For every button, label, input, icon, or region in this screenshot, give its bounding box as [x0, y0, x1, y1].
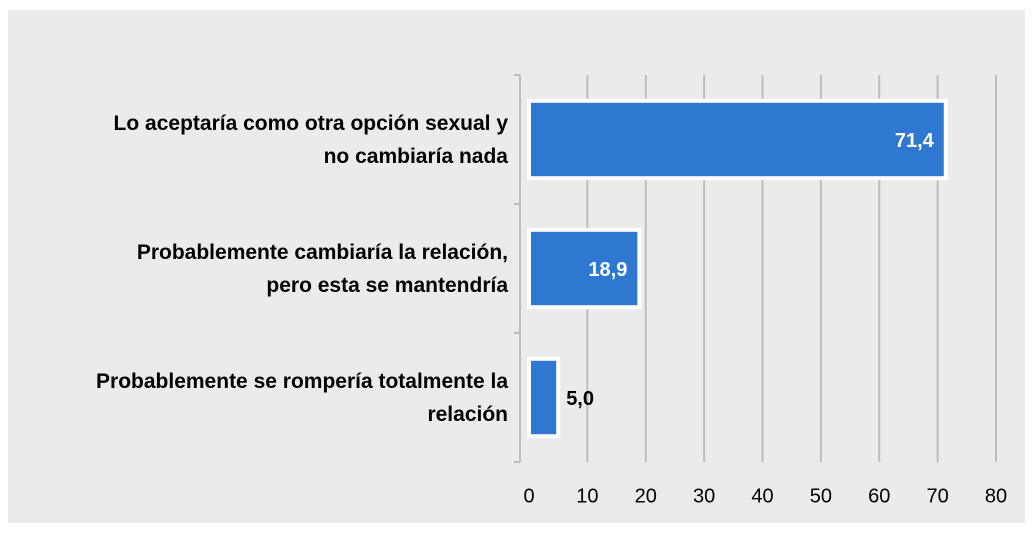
x-tick-label: 70	[927, 485, 949, 507]
bar	[527, 227, 642, 310]
x-tick-label: 10	[576, 485, 598, 507]
data-label: 5,0	[566, 388, 594, 410]
bar	[527, 98, 948, 181]
y-tick-label: Probablemente se rompería totalmente la …	[96, 369, 508, 426]
bar	[527, 356, 561, 439]
x-tick-label: 0	[523, 485, 534, 507]
data-label: 18,9	[588, 259, 627, 281]
x-tick-label: 40	[751, 485, 773, 507]
chart-background	[8, 10, 1025, 523]
y-tick-label: Lo aceptaría como otra opción sexual y n…	[113, 111, 508, 168]
x-tick-label: 20	[635, 485, 657, 507]
y-tick-label: Probablemente cambiaría la relación, per…	[136, 240, 508, 297]
x-tick-label: 50	[810, 485, 832, 507]
x-tick-label: 60	[868, 485, 890, 507]
data-label: 71,4	[895, 130, 935, 152]
x-tick-label: 30	[693, 485, 715, 507]
x-tick-label: 80	[985, 485, 1007, 507]
